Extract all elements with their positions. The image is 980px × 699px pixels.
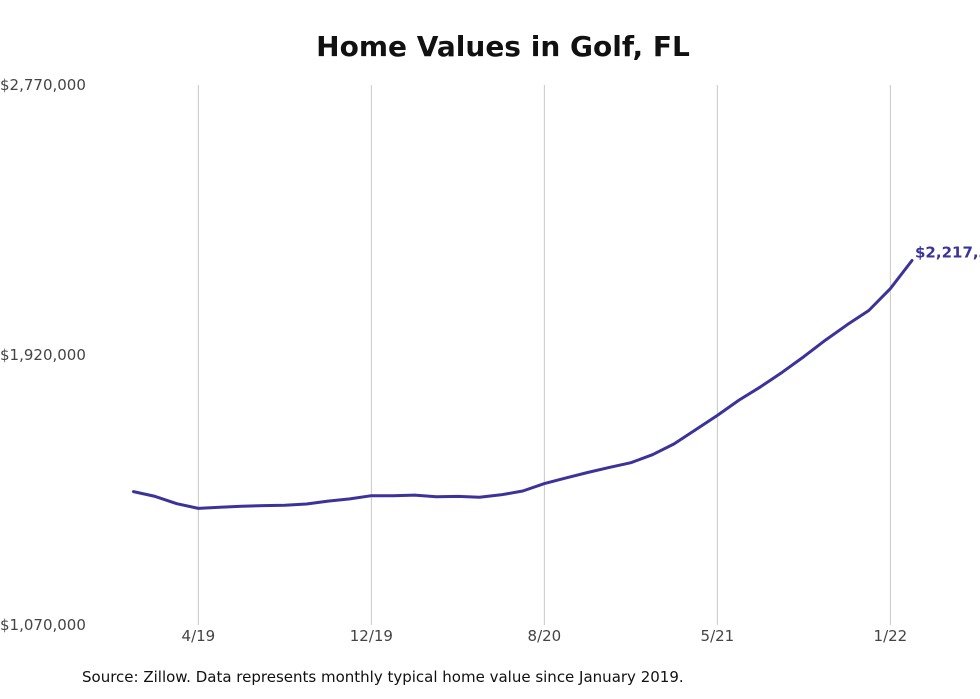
x-tick-label: 12/19 xyxy=(350,627,393,645)
source-note: Source: Zillow. Data represents monthly … xyxy=(82,668,684,686)
vertical-gridlines xyxy=(197,85,891,625)
annotation-layer: $2,217,361 xyxy=(915,244,980,262)
x-tick-label: 1/22 xyxy=(874,627,908,645)
x-tick-label: 8/20 xyxy=(528,627,562,645)
last-value-label: $2,217,361 xyxy=(915,244,980,262)
x-tick-label: 5/21 xyxy=(701,627,735,645)
y-axis-tick-labels: $2,770,000 $1,920,000 $1,070,000 xyxy=(0,76,86,634)
y-tick-label: $2,770,000 xyxy=(0,76,86,94)
series-line xyxy=(132,259,914,510)
series-layer xyxy=(132,259,914,510)
x-tick-label: 4/19 xyxy=(182,627,216,645)
y-tick-label: $1,920,000 xyxy=(0,346,86,364)
y-tick-label: $1,070,000 xyxy=(0,616,86,634)
x-axis-tick-labels: 4/19 12/19 8/20 5/21 1/22 xyxy=(182,627,908,645)
chart-title: Home Values in Golf, FL xyxy=(316,30,690,63)
